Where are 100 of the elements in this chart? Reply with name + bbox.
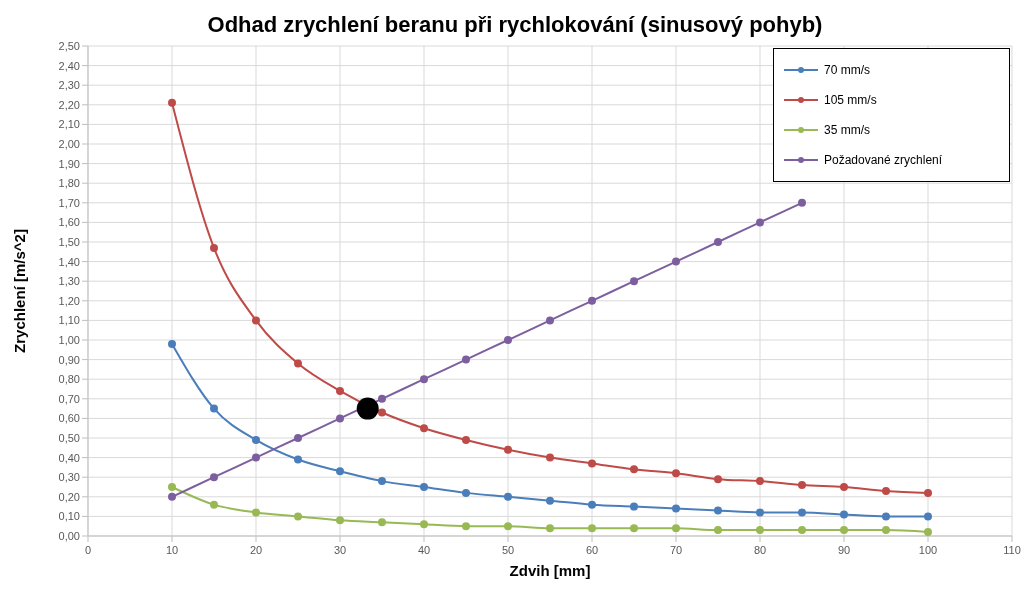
y-tick-label: 0,30 (58, 471, 80, 484)
point (294, 359, 302, 368)
point (756, 526, 764, 535)
legend-label: 105 mm/s (824, 93, 877, 107)
point (504, 492, 512, 501)
y-tick-label: 1,60 (58, 216, 80, 229)
point (504, 336, 512, 344)
y-tick-label: 2,30 (58, 79, 80, 92)
point (336, 516, 344, 525)
y-tick-label: 1,80 (58, 177, 80, 190)
y-tick-label: 2,40 (58, 59, 80, 72)
y-tick-label: 0,20 (58, 490, 80, 503)
x-tick-label: 100 (918, 544, 938, 557)
point (630, 277, 638, 286)
point (294, 512, 302, 521)
point (378, 408, 386, 417)
point (798, 198, 806, 207)
y-tick-label: 0,70 (58, 392, 80, 405)
x-tick-label: 60 (585, 544, 599, 557)
point (756, 218, 764, 227)
point (756, 477, 764, 486)
y-tick-label: 2,20 (58, 98, 80, 111)
point (588, 459, 596, 468)
point (714, 526, 722, 535)
y-tick-label: 1,90 (58, 157, 80, 170)
point (462, 435, 470, 444)
y-tick-label: 1,20 (58, 294, 80, 307)
point (840, 483, 848, 491)
point (882, 526, 890, 535)
point (588, 296, 596, 305)
point (630, 502, 638, 511)
point (252, 435, 260, 444)
point (168, 98, 176, 107)
y-tick-label: 0,40 (58, 451, 80, 464)
point (336, 414, 344, 423)
x-tick-label: 10 (165, 544, 179, 557)
point (588, 524, 596, 533)
point (504, 445, 512, 454)
x-tick-label: 0 (84, 544, 92, 557)
y-tick-label: 1,30 (58, 275, 80, 288)
y-tick-label: 0,80 (58, 373, 80, 386)
legend-label: 70 mm/s (824, 63, 871, 77)
point (168, 483, 176, 491)
y-tick-label: 2,50 (58, 39, 80, 52)
point (630, 465, 638, 474)
y-tick-label: 2,00 (58, 137, 80, 150)
point (252, 316, 260, 325)
point (378, 394, 386, 403)
point (798, 508, 806, 517)
point (798, 526, 806, 535)
point (378, 477, 386, 486)
point (672, 257, 680, 266)
point (294, 455, 302, 464)
point (630, 524, 638, 533)
point (336, 467, 344, 476)
y-tick-label: 1,70 (58, 196, 80, 209)
point (420, 520, 428, 529)
point (546, 496, 554, 505)
point (714, 506, 722, 515)
point (672, 504, 680, 513)
point (168, 339, 176, 348)
point (294, 434, 302, 442)
y-tick-label: 1,10 (58, 314, 80, 327)
point (420, 375, 428, 384)
x-tick-label: 20 (249, 544, 263, 557)
point (210, 243, 218, 252)
point (420, 483, 428, 491)
point (546, 316, 554, 325)
point (462, 355, 470, 364)
point (462, 522, 470, 531)
point (714, 238, 722, 246)
x-tick-label: 110 (1003, 544, 1021, 557)
point (882, 486, 890, 495)
point (924, 512, 932, 521)
point (798, 481, 806, 490)
x-tick-label: 80 (753, 544, 767, 557)
legend-label: 35 mm/s (824, 123, 871, 137)
point (546, 453, 554, 462)
point (378, 518, 386, 527)
point (546, 524, 554, 533)
point (462, 488, 470, 497)
y-tick-label: 0,10 (58, 510, 80, 523)
y-axis-title: Zrychlení [m/s^2] (11, 229, 29, 353)
point (840, 526, 848, 535)
x-tick-label: 70 (669, 544, 683, 557)
point (504, 522, 512, 531)
y-tick-label: 1,40 (58, 255, 80, 268)
point (672, 524, 680, 533)
point (210, 500, 218, 509)
point (672, 469, 680, 478)
point (840, 510, 848, 519)
chart-title: Odhad zrychlení beranu při rychlokování (sinusový pohyb) (207, 12, 823, 37)
point (336, 386, 344, 395)
y-tick-label: 1,50 (58, 235, 80, 248)
point (252, 453, 260, 462)
point (924, 528, 932, 536)
y-tick-label: 1,00 (58, 333, 80, 346)
point (882, 512, 890, 521)
point (168, 492, 176, 501)
y-tick-label: 0,50 (58, 431, 80, 444)
